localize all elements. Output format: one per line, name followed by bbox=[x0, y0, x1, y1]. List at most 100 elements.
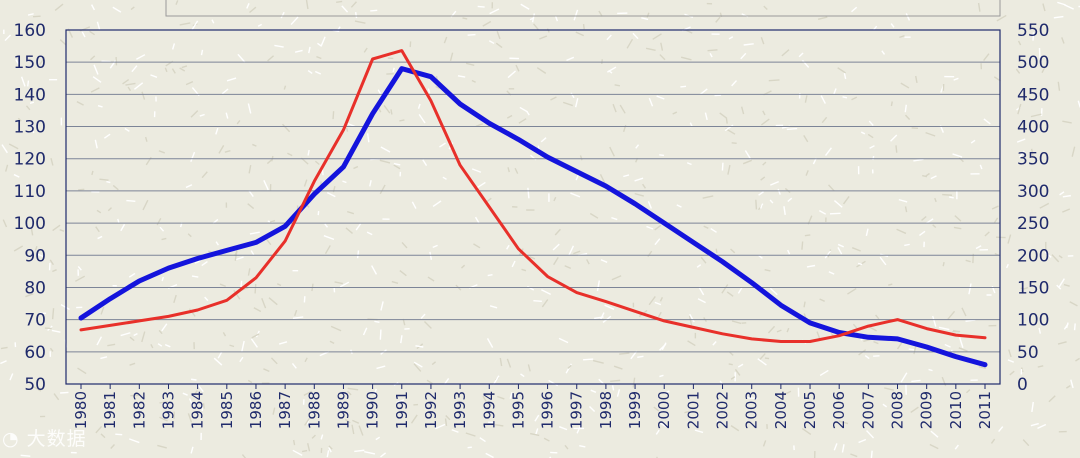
texture-stroke bbox=[257, 23, 263, 27]
texture-stroke bbox=[648, 97, 654, 107]
legend-box bbox=[165, 0, 1001, 17]
texture-stroke bbox=[247, 268, 251, 276]
texture-stroke bbox=[482, 395, 487, 402]
texture-stroke bbox=[769, 199, 774, 204]
texture-stroke bbox=[158, 150, 166, 154]
texture-stroke bbox=[843, 72, 847, 80]
texture-stroke bbox=[553, 196, 557, 202]
texture-stroke bbox=[246, 3, 250, 9]
texture-stroke bbox=[634, 177, 644, 182]
texture-stroke bbox=[133, 333, 138, 337]
x-tick-label: 1992 bbox=[422, 391, 440, 429]
texture-stroke bbox=[1065, 322, 1069, 329]
texture-stroke bbox=[171, 43, 176, 50]
texture-stroke bbox=[781, 49, 790, 57]
x-tick-label: 1993 bbox=[451, 391, 469, 429]
texture-stroke bbox=[697, 298, 706, 304]
texture-stroke bbox=[103, 133, 111, 139]
texture-stroke bbox=[783, 206, 786, 215]
texture-stroke bbox=[576, 424, 582, 434]
texture-stroke bbox=[435, 85, 440, 89]
texture-stroke bbox=[659, 374, 664, 378]
texture-stroke bbox=[219, 283, 226, 287]
texture-stroke bbox=[947, 310, 956, 320]
texture-stroke bbox=[426, 379, 433, 385]
texture-stroke bbox=[710, 227, 717, 233]
texture-stroke bbox=[465, 62, 475, 66]
texture-stroke bbox=[803, 135, 809, 143]
texture-stroke bbox=[558, 337, 569, 344]
texture-stroke bbox=[781, 390, 792, 397]
texture-stroke bbox=[247, 379, 253, 384]
texture-stroke bbox=[1056, 284, 1062, 290]
texture-stroke bbox=[471, 79, 476, 83]
texture-stroke bbox=[721, 284, 729, 294]
texture-stroke bbox=[126, 199, 136, 203]
texture-stroke bbox=[356, 250, 360, 259]
texture-stroke bbox=[247, 103, 252, 114]
texture-stroke bbox=[657, 311, 662, 318]
texture-stroke bbox=[78, 188, 85, 191]
texture-stroke bbox=[983, 118, 991, 125]
y-right-tick-label: 300 bbox=[1017, 182, 1049, 202]
texture-stroke bbox=[141, 331, 146, 343]
texture-stroke bbox=[760, 37, 765, 45]
x-tick-label: 2003 bbox=[743, 391, 761, 429]
texture-stroke bbox=[689, 313, 695, 323]
texture-stroke bbox=[1017, 40, 1022, 46]
texture-stroke bbox=[552, 243, 560, 251]
texture-stroke bbox=[51, 329, 61, 333]
y-right-tick-label: 350 bbox=[1017, 150, 1049, 170]
texture-stroke bbox=[515, 64, 520, 72]
texture-stroke bbox=[164, 67, 168, 73]
texture-stroke bbox=[376, 365, 386, 370]
texture-stroke bbox=[857, 262, 863, 266]
texture-stroke bbox=[345, 227, 353, 234]
texture-stroke bbox=[616, 389, 621, 397]
texture-stroke bbox=[1061, 37, 1065, 44]
texture-stroke bbox=[141, 91, 146, 100]
texture-stroke bbox=[740, 106, 745, 115]
texture-stroke bbox=[197, 384, 204, 393]
texture-stroke bbox=[567, 364, 572, 369]
texture-stroke bbox=[96, 209, 102, 214]
texture-stroke bbox=[489, 305, 498, 309]
texture-stroke bbox=[634, 192, 644, 197]
texture-stroke bbox=[93, 64, 99, 75]
texture-stroke bbox=[204, 296, 209, 302]
texture-stroke bbox=[803, 313, 807, 319]
texture-stroke bbox=[730, 425, 740, 432]
texture-stroke bbox=[1023, 286, 1029, 290]
texture-stroke bbox=[97, 105, 103, 108]
texture-stroke bbox=[654, 224, 662, 231]
texture-stroke bbox=[396, 399, 405, 404]
texture-stroke bbox=[317, 42, 323, 47]
texture-stroke bbox=[511, 260, 516, 268]
texture-stroke bbox=[908, 348, 915, 351]
texture-stroke bbox=[928, 368, 933, 372]
texture-stroke bbox=[233, 289, 241, 300]
texture-stroke bbox=[268, 297, 278, 306]
texture-stroke bbox=[422, 159, 428, 167]
texture-stroke bbox=[958, 337, 964, 348]
texture-stroke bbox=[645, 47, 656, 51]
texture-stroke bbox=[161, 237, 167, 241]
texture-stroke bbox=[757, 358, 767, 366]
texture-stroke bbox=[900, 82, 910, 89]
texture-stroke bbox=[377, 89, 383, 97]
texture-stroke bbox=[527, 187, 530, 199]
texture-stroke bbox=[373, 423, 378, 426]
texture-stroke bbox=[507, 167, 510, 173]
texture-stroke bbox=[136, 54, 146, 60]
texture-stroke bbox=[619, 352, 630, 355]
x-tick-label: 1984 bbox=[189, 391, 207, 429]
y-right-tick-label: 250 bbox=[1017, 214, 1049, 234]
texture-stroke bbox=[583, 358, 594, 361]
texture-stroke bbox=[574, 98, 579, 108]
texture-stroke bbox=[477, 5, 485, 8]
texture-stroke bbox=[329, 340, 335, 344]
texture-stroke bbox=[237, 53, 246, 63]
texture-stroke bbox=[553, 257, 559, 266]
texture-stroke bbox=[1073, 323, 1076, 331]
texture-stroke bbox=[270, 357, 278, 365]
